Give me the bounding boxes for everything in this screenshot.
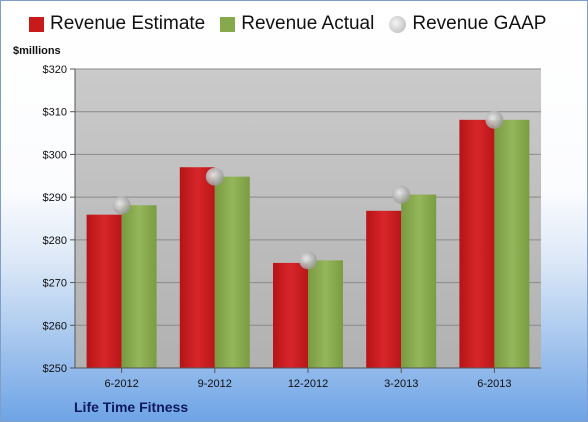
axes: $250 $260 $270 $280 $290 $300 $310 $320 6-2012 9-… [43,64,541,390]
y-tick-label: $260 [43,320,67,332]
y-tick-label: $310 [43,107,67,119]
gaap-marker [112,196,131,215]
bar-estimate [86,214,122,368]
bar-actual [121,205,157,368]
gaap-marker [299,251,317,270]
legend-label-gaap: Revenue GAAP [412,13,547,34]
legend-swatch-actual [220,16,236,32]
bars [86,119,530,368]
x-tick-label: 3-2013 [384,378,418,390]
bar-actual [494,119,530,368]
legend-item-actual: Revenue Actual [220,13,374,35]
legend-item-estimate: Revenue Estimate [29,13,205,35]
legend: Revenue Estimate Revenue Actual Revenue … [29,13,561,35]
y-tick-label: $300 [43,149,67,161]
x-tick-label: 9-2012 [198,378,232,390]
bar-estimate [273,262,308,368]
x-tick-label: 12-2012 [288,378,328,390]
gaap-marker [392,185,411,204]
legend-item-gaap: Revenue GAAP [389,13,546,35]
legend-label-actual: Revenue Actual [241,13,375,34]
y-tick-label: $320 [43,64,67,76]
company-name: Life Time Fitness [74,399,189,415]
gaap-markers [112,110,504,270]
bar-estimate [179,167,215,368]
bar-estimate [366,210,402,368]
gaap-marker [485,110,504,129]
bar-actual [401,194,437,368]
y-tick-label: $290 [43,192,67,204]
legend-swatch-gaap [389,15,407,33]
legend-swatch-estimate [29,16,44,32]
legend-label-estimate: Revenue Estimate [50,13,206,34]
x-tick-label: 6-2012 [104,378,138,390]
y-axis-units-label: $millions [13,45,61,57]
x-tick-label: 6-2013 [477,378,511,390]
bar-estimate [459,119,495,368]
bar-actual [308,260,343,368]
y-tick-label: $270 [43,278,67,290]
gaap-marker [205,167,224,186]
y-tick-label: $280 [43,235,67,247]
bar-actual [214,176,250,368]
y-tick-label: $250 [43,363,67,375]
